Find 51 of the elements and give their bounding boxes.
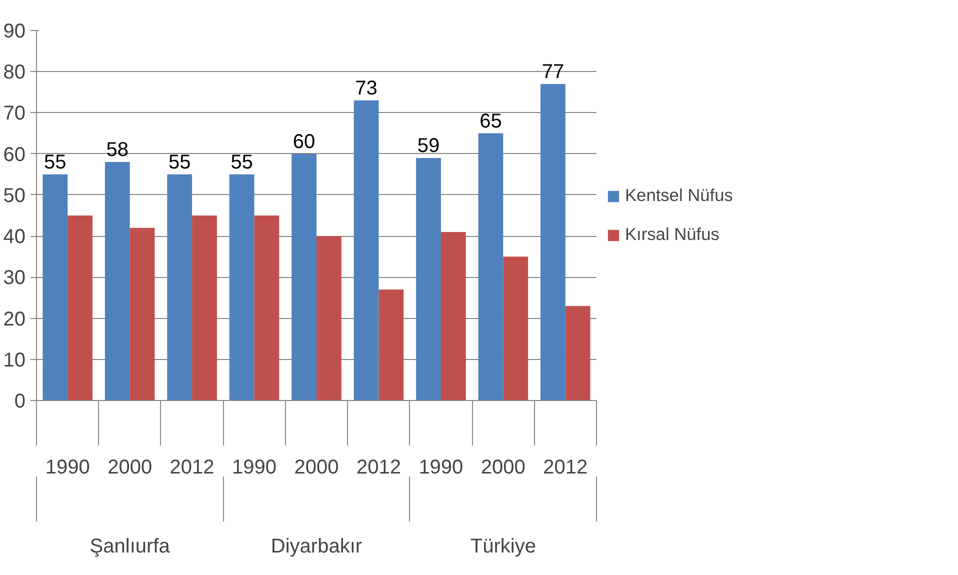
bar	[254, 216, 280, 400]
x-tick-label: 1990	[45, 456, 90, 478]
bar	[229, 174, 254, 400]
text: Diyarbakır	[270, 536, 362, 558]
x-tick-label: 2012	[170, 456, 214, 478]
data-label: 55	[168, 151, 191, 174]
data-label: 65	[480, 110, 502, 132]
bar	[540, 84, 566, 400]
bar	[316, 236, 342, 400]
y-tick-label: 30	[3, 267, 26, 290]
y-tick-label: 0	[14, 390, 26, 412]
data-label: 55	[44, 151, 66, 174]
text: Türkiye	[470, 536, 536, 558]
x-tick-label: 2000	[480, 456, 526, 478]
bar	[565, 306, 590, 400]
y-tick-label: 40	[3, 226, 26, 248]
y-tick-label: 60	[3, 144, 26, 166]
x-tick-label: 2012	[543, 456, 588, 478]
legend-label: Kentsel Nüfus	[625, 185, 733, 206]
legend-label: Kırsal Nüfus	[625, 224, 720, 245]
data-label: 58	[106, 139, 129, 162]
bar	[354, 100, 379, 400]
x-tick-label: 2012	[356, 456, 401, 478]
bar	[130, 228, 155, 400]
bar	[104, 162, 130, 400]
bar	[292, 154, 316, 400]
y-tick-label: 90	[3, 20, 26, 42]
bar	[68, 216, 92, 400]
bar	[440, 232, 466, 400]
bar	[378, 290, 404, 400]
text: Şanlıurfa	[90, 536, 171, 558]
y-tick-label: 10	[3, 349, 26, 372]
x-tick-label: 2000	[108, 456, 152, 478]
data-label: 77	[542, 60, 564, 83]
data-label: 73	[355, 77, 378, 100]
data-label: 59	[417, 134, 440, 157]
bar	[503, 256, 528, 400]
data-label: 60	[292, 130, 316, 153]
bar	[192, 216, 217, 400]
y-tick-label: 20	[3, 308, 26, 330]
x-tick-label: 1990	[418, 456, 464, 478]
bar	[416, 158, 441, 400]
bar	[478, 133, 504, 400]
x-tick-label: 2000	[294, 456, 339, 478]
bar	[167, 174, 192, 400]
y-tick-label: 50	[3, 184, 26, 207]
y-tick-label: 80	[3, 62, 26, 84]
data-label: 55	[230, 151, 253, 174]
bar	[42, 174, 68, 400]
y-tick-label: 70	[3, 102, 26, 125]
x-tick-label: 1990	[232, 456, 277, 478]
